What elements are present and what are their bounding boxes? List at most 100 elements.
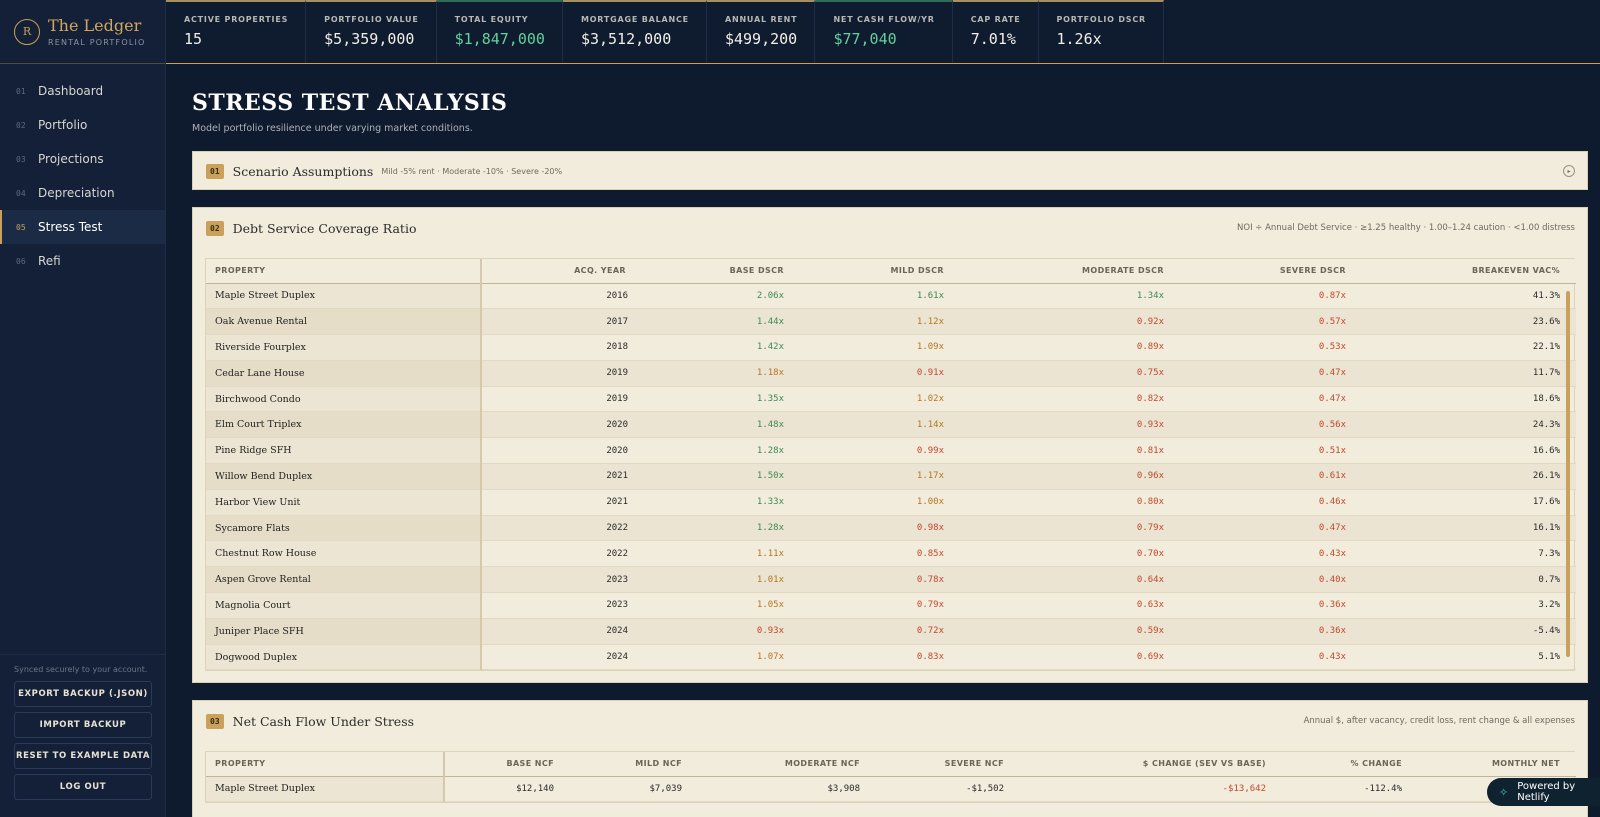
table-row[interactable]: Harbor View Unit20211.33x1.00x0.80x0.46x… xyxy=(206,489,1576,515)
property-name-cell: Maple Street Duplex xyxy=(206,776,444,802)
table-row[interactable]: Maple Street Duplex20162.06x1.61x1.34x0.… xyxy=(206,283,1576,309)
col-header[interactable]: SEVERE DSCR xyxy=(1174,259,1356,283)
export-backup-button[interactable]: EXPORT BACKUP (.JSON) xyxy=(14,681,152,707)
col-header[interactable]: MODERATE NCF xyxy=(692,752,870,776)
table-cell: 0.72x xyxy=(794,618,954,644)
col-header[interactable]: BASE NCF xyxy=(444,752,564,776)
table-cell: 1.11x xyxy=(636,541,794,567)
col-header[interactable]: SEVERE NCF xyxy=(870,752,1014,776)
table-cell: 0.53x xyxy=(1174,335,1356,361)
expand-toggle-icon[interactable]: ▸ xyxy=(1563,165,1575,177)
property-name-cell: Harbor View Unit xyxy=(206,489,481,515)
table-cell: 0.59x xyxy=(954,618,1174,644)
col-header[interactable]: PROPERTY xyxy=(206,259,481,283)
table-row[interactable]: Willow Bend Duplex20211.50x1.17x0.96x0.6… xyxy=(206,464,1576,490)
sidebar-footer: Synced securely to your account. EXPORT … xyxy=(0,654,166,817)
scenario-assumptions-card[interactable]: 01 Scenario Assumptions Mild -5% rent · … xyxy=(192,151,1588,190)
table-row[interactable]: Maple Street Duplex$12,140$7,039$3,908-$… xyxy=(206,776,1576,802)
table-cell: 0.89x xyxy=(954,335,1174,361)
section-hint: Mild -5% rent · Moderate -10% · Severe -… xyxy=(381,167,562,176)
stat-value: $499,200 xyxy=(725,30,797,48)
sidebar-item-dashboard[interactable]: 01Dashboard xyxy=(0,74,165,108)
table-cell: 41.3% xyxy=(1356,283,1576,309)
import-backup-button[interactable]: IMPORT BACKUP xyxy=(14,712,152,738)
col-header[interactable]: MILD DSCR xyxy=(794,259,954,283)
table-cell: 0.93x xyxy=(636,618,794,644)
table-cell: 2018 xyxy=(481,335,636,361)
col-header[interactable]: ACQ. YEAR xyxy=(481,259,636,283)
table-cell: 2016 xyxy=(481,283,636,309)
ncf-table-wrapper[interactable]: PROPERTY BASE NCF MILD NCF MODERATE NCF … xyxy=(205,751,1575,803)
table-cell: 0.7% xyxy=(1356,567,1576,593)
property-name-cell: Juniper Place SFH xyxy=(206,618,481,644)
table-row[interactable]: Pine Ridge SFH20201.28x0.99x0.81x0.51x16… xyxy=(206,438,1576,464)
table-row[interactable]: Oak Avenue Rental20171.44x1.12x0.92x0.57… xyxy=(206,309,1576,335)
table-cell: 0.57x xyxy=(1174,309,1356,335)
sidebar-item-portfolio[interactable]: 02Portfolio xyxy=(0,108,165,142)
sidebar-item-refi[interactable]: 06Refi xyxy=(0,244,165,278)
table-row[interactable]: Dogwood Duplex20241.07x0.83x0.69x0.43x5.… xyxy=(206,644,1576,670)
table-scrollbar[interactable] xyxy=(1566,291,1570,657)
table-cell: 0.80x xyxy=(954,489,1174,515)
table-cell: 2017 xyxy=(481,309,636,335)
col-header[interactable]: PROPERTY xyxy=(206,752,444,776)
table-row[interactable]: Chestnut Row House20221.11x0.85x0.70x0.4… xyxy=(206,541,1576,567)
col-header[interactable]: % CHANGE xyxy=(1276,752,1412,776)
table-cell: 0.79x xyxy=(954,515,1174,541)
sidebar-item-projections[interactable]: 03Projections xyxy=(0,142,165,176)
col-header[interactable]: $ CHANGE (SEV VS BASE) xyxy=(1014,752,1276,776)
table-cell: 0.47x xyxy=(1174,360,1356,386)
nav-number: 04 xyxy=(16,189,38,198)
table-cell: 1.61x xyxy=(794,283,954,309)
dscr-table-wrapper[interactable]: PROPERTY ACQ. YEAR BASE DSCR MILD DSCR M… xyxy=(205,258,1575,671)
sidebar-item-stress-test[interactable]: 05Stress Test xyxy=(0,210,165,244)
brand[interactable]: R The Ledger RENTAL PORTFOLIO xyxy=(0,0,165,64)
nav-number: 01 xyxy=(16,87,38,96)
col-header[interactable]: MILD NCF xyxy=(564,752,692,776)
table-row[interactable]: Elm Court Triplex20201.48x1.14x0.93x0.56… xyxy=(206,412,1576,438)
ncf-table: PROPERTY BASE NCF MILD NCF MODERATE NCF … xyxy=(206,752,1576,802)
table-row[interactable]: Birchwood Condo20191.35x1.02x0.82x0.47x1… xyxy=(206,386,1576,412)
netlify-label: Powered by Netlify xyxy=(1517,781,1600,803)
table-cell: 0.40x xyxy=(1174,567,1356,593)
section-badge: 02 xyxy=(206,221,224,236)
table-cell: 0.87x xyxy=(1174,283,1356,309)
col-header[interactable]: BREAKEVEN VAC% xyxy=(1356,259,1576,283)
table-row[interactable]: Riverside Fourplex20181.42x1.09x0.89x0.5… xyxy=(206,335,1576,361)
property-name-cell: Birchwood Condo xyxy=(206,386,481,412)
table-row[interactable]: Juniper Place SFH20240.93x0.72x0.59x0.36… xyxy=(206,618,1576,644)
table-cell: 0.99x xyxy=(794,438,954,464)
table-cell: 0.47x xyxy=(1174,386,1356,412)
table-row[interactable]: Aspen Grove Rental20231.01x0.78x0.64x0.4… xyxy=(206,567,1576,593)
logout-button[interactable]: LOG OUT xyxy=(14,774,152,800)
table-row[interactable]: Magnolia Court20231.05x0.79x0.63x0.36x3.… xyxy=(206,593,1576,619)
table-row[interactable]: Sycamore Flats20221.28x0.98x0.79x0.47x16… xyxy=(206,515,1576,541)
table-cell: 0.47x xyxy=(1174,515,1356,541)
netlify-badge[interactable]: ✧ Powered by Netlify xyxy=(1487,778,1600,806)
col-header[interactable]: MONTHLY NET xyxy=(1412,752,1576,776)
section-title: Net Cash Flow Under Stress xyxy=(233,714,414,729)
reset-example-button[interactable]: RESET TO EXAMPLE DATA xyxy=(14,743,152,769)
section-badge: 03 xyxy=(206,714,224,729)
sidebar-nav: 01Dashboard 02Portfolio 03Projections 04… xyxy=(0,74,165,278)
table-cell: $7,039 xyxy=(564,776,692,802)
page-title: STRESS TEST ANALYSIS xyxy=(192,90,1600,116)
col-header[interactable]: MODERATE DSCR xyxy=(954,259,1174,283)
table-cell: 0.75x xyxy=(954,360,1174,386)
stat-value: 15 xyxy=(184,30,288,48)
col-header[interactable]: BASE DSCR xyxy=(636,259,794,283)
stat-label: PORTFOLIO VALUE xyxy=(324,15,418,24)
section-note: NOI ÷ Annual Debt Service · ≥1.25 health… xyxy=(1237,223,1575,233)
property-name-cell: Riverside Fourplex xyxy=(206,335,481,361)
table-cell: 2022 xyxy=(481,541,636,567)
table-cell: 26.1% xyxy=(1356,464,1576,490)
page-subtitle: Model portfolio resilience under varying… xyxy=(192,123,1600,134)
property-name-cell: Pine Ridge SFH xyxy=(206,438,481,464)
brand-subtitle: RENTAL PORTFOLIO xyxy=(48,38,146,47)
table-cell: 18.6% xyxy=(1356,386,1576,412)
section-note: Annual $, after vacancy, credit loss, re… xyxy=(1304,716,1575,726)
table-row[interactable]: Cedar Lane House20191.18x0.91x0.75x0.47x… xyxy=(206,360,1576,386)
sidebar-item-depreciation[interactable]: 04Depreciation xyxy=(0,176,165,210)
table-cell: 2019 xyxy=(481,360,636,386)
stat-label: TOTAL EQUITY xyxy=(455,15,545,24)
